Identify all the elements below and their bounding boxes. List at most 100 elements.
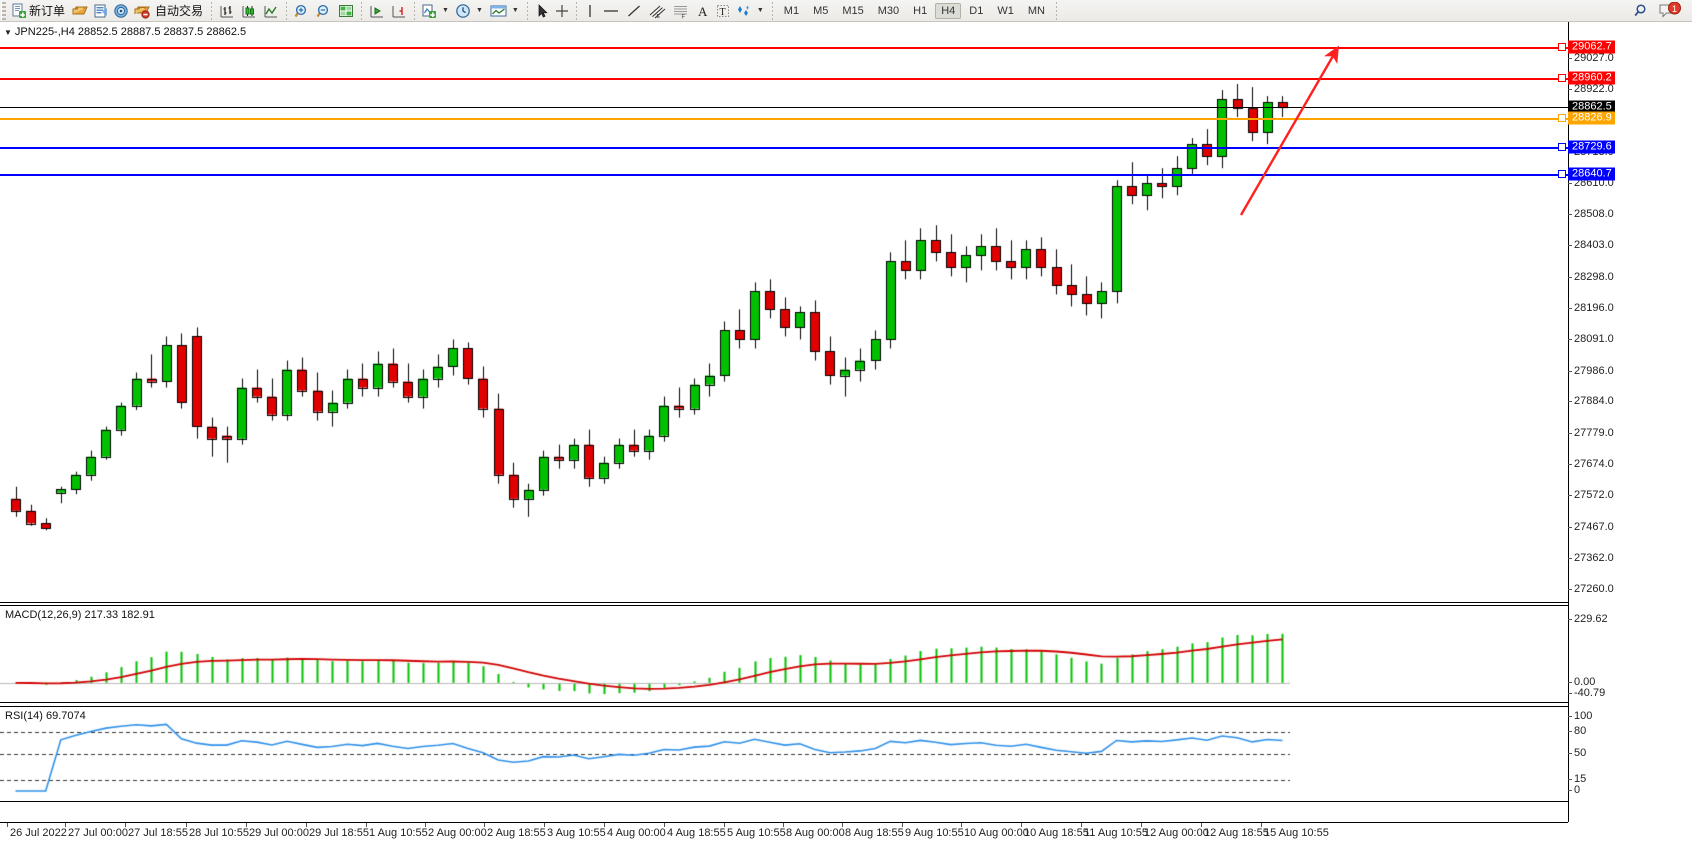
vertical-line-button[interactable] [581,1,599,21]
timeframe-mn[interactable]: MN [1027,4,1045,17]
crosshair-icon [555,4,568,17]
time-tick-mark [961,823,962,827]
price-tick-label: 28196.0 [1574,301,1614,314]
search-button[interactable] [1630,1,1652,21]
timeframe-w1[interactable]: W1 [997,4,1014,17]
bid-line[interactable] [0,107,1568,109]
price-tick-mark [1568,339,1572,341]
periods-button[interactable]: ▼ [453,1,487,21]
ask-line-badge[interactable]: 29062.7 [1568,40,1615,54]
timeframe-m30[interactable]: M30 [877,4,900,17]
resistance-line[interactable] [0,77,1568,80]
navigator-icon [114,3,128,18]
support-line-1[interactable] [0,147,1568,150]
crosshair-button[interactable] [552,1,572,21]
profiles-button[interactable] [69,1,91,21]
time-tick-mark [65,823,66,827]
templates-caret-icon[interactable]: ▼ [511,7,519,14]
price-tick-label: 28922.0 [1574,83,1614,96]
autotrading-button[interactable]: 自动交易 [153,1,207,21]
equidistant-channel-button[interactable]: E [645,1,669,21]
price-scale-divider [1568,22,1569,822]
periods-caret-icon[interactable]: ▼ [475,7,483,14]
macd-canvas [0,606,1566,702]
alerts-button[interactable]: 1 [1656,1,1684,21]
price-pane[interactable]: ▼ JPN225-,H4 28852.5 28887.5 28837.5 288… [0,22,1568,603]
trendline-icon [627,5,640,16]
macd-tick-mark [1568,693,1572,694]
time-tick-mark [902,823,903,827]
text-button[interactable]: A [693,1,713,21]
indicators-caret-icon[interactable]: ▼ [442,7,449,14]
support-line-2[interactable] [0,174,1568,176]
bid-line-badge[interactable]: 28862.5 [1568,100,1615,114]
chart-collapse-icon[interactable]: ▼ [4,27,12,37]
time-scale[interactable]: 26 Jul 2022 27 Jul 00:00 27 Jul 18:55 28 Ju… [0,822,1692,844]
zoom-out-button[interactable] [313,1,335,21]
support-line-2-badge[interactable]: 28640.7 [1568,167,1615,181]
candlestick-chart-button[interactable] [238,1,260,21]
timeframe-m5[interactable]: M5 [813,4,829,17]
time-tick-label: 29 Jul 18:55 [309,827,369,839]
toolbar-grip[interactable] [1,1,6,20]
zoom-in-button[interactable] [291,1,313,21]
trendline-button[interactable] [623,1,645,21]
resistance-line-handle[interactable] [1558,73,1566,82]
ask-line[interactable] [0,47,1568,50]
timeframe-m1[interactable]: M1 [783,4,800,17]
terminal-button[interactable] [131,1,153,21]
price-scale[interactable]: 29027.028922.028817.028713.028610.028508… [1568,22,1692,822]
timeframe-h1[interactable]: H1 [913,4,928,17]
rsi-label: RSI(14) 69.7074 [5,710,86,722]
ask-line-handle[interactable] [1558,43,1566,52]
macd-pane[interactable]: MACD(12,26,9) 217.33 182.91 [0,605,1568,703]
cursor-button[interactable] [532,1,552,21]
chart-shift-button[interactable] [388,1,410,21]
objects-caret-icon[interactable]: ▼ [756,7,764,14]
pivot-line-handle[interactable] [1558,114,1566,123]
navigator-button[interactable] [111,1,131,21]
objects-button[interactable]: ▼ [733,1,768,21]
horizontal-line-button[interactable] [599,1,623,21]
timeframe-m15[interactable]: M15 [842,4,864,17]
market-watch-button[interactable] [91,1,111,21]
rsi-tick-label: 50 [1574,747,1587,759]
support-line-2-handle[interactable] [1558,170,1566,178]
price-tick-mark [1568,57,1572,59]
timeframe-h4[interactable]: H4 [935,2,962,19]
new-order-button[interactable]: 新订单 [9,1,69,21]
indicators-icon [422,4,437,18]
price-tick-mark [1568,432,1572,434]
resistance-line-badge[interactable]: 28960.2 [1568,71,1615,85]
text-label-button[interactable]: T [713,1,733,21]
fibonacci-button[interactable]: F [669,1,693,21]
support-line-1-badge[interactable]: 28729.6 [1568,140,1615,154]
time-tick-mark [664,823,665,827]
time-tick-label: 12 Aug 18:55 [1204,827,1269,839]
support-line-1-handle[interactable] [1558,143,1566,152]
alerts-badge-count: 1 [1672,4,1677,14]
time-tick-label: 10 Aug 00:00 [964,827,1029,839]
pivot-line-badge[interactable]: 28826.9 [1568,111,1615,125]
tile-windows-button[interactable] [335,1,357,21]
pivot-line[interactable] [0,118,1568,121]
candlestick-canvas[interactable] [0,22,1568,603]
time-tick-label: 8 Aug 00:00 [786,827,845,839]
rsi-tick-mark [1568,778,1572,780]
rsi-tick-mark [1568,716,1572,717]
chart-area[interactable]: ▼ JPN225-,H4 28852.5 28887.5 28837.5 288… [0,22,1692,844]
time-tick-label: 27 Jul 00:00 [68,827,128,839]
rsi-pane[interactable]: RSI(14) 69.7074 [0,706,1568,802]
price-tick-label: 27467.0 [1574,520,1614,533]
line-chart-button[interactable] [260,1,282,21]
auto-scroll-button[interactable] [366,1,388,21]
bar-chart-button[interactable] [216,1,238,21]
alerts-icon: 1 [1659,1,1681,18]
templates-button[interactable]: ▼ [487,1,523,21]
rsi-canvas [0,707,1566,801]
price-tick-mark [1568,464,1572,466]
indicators-button[interactable]: ▼ [419,1,453,21]
timeframe-d1[interactable]: D1 [969,4,984,17]
price-tick-label: 27572.0 [1574,489,1614,502]
macd-label: MACD(12,26,9) 217.33 182.91 [5,609,155,621]
